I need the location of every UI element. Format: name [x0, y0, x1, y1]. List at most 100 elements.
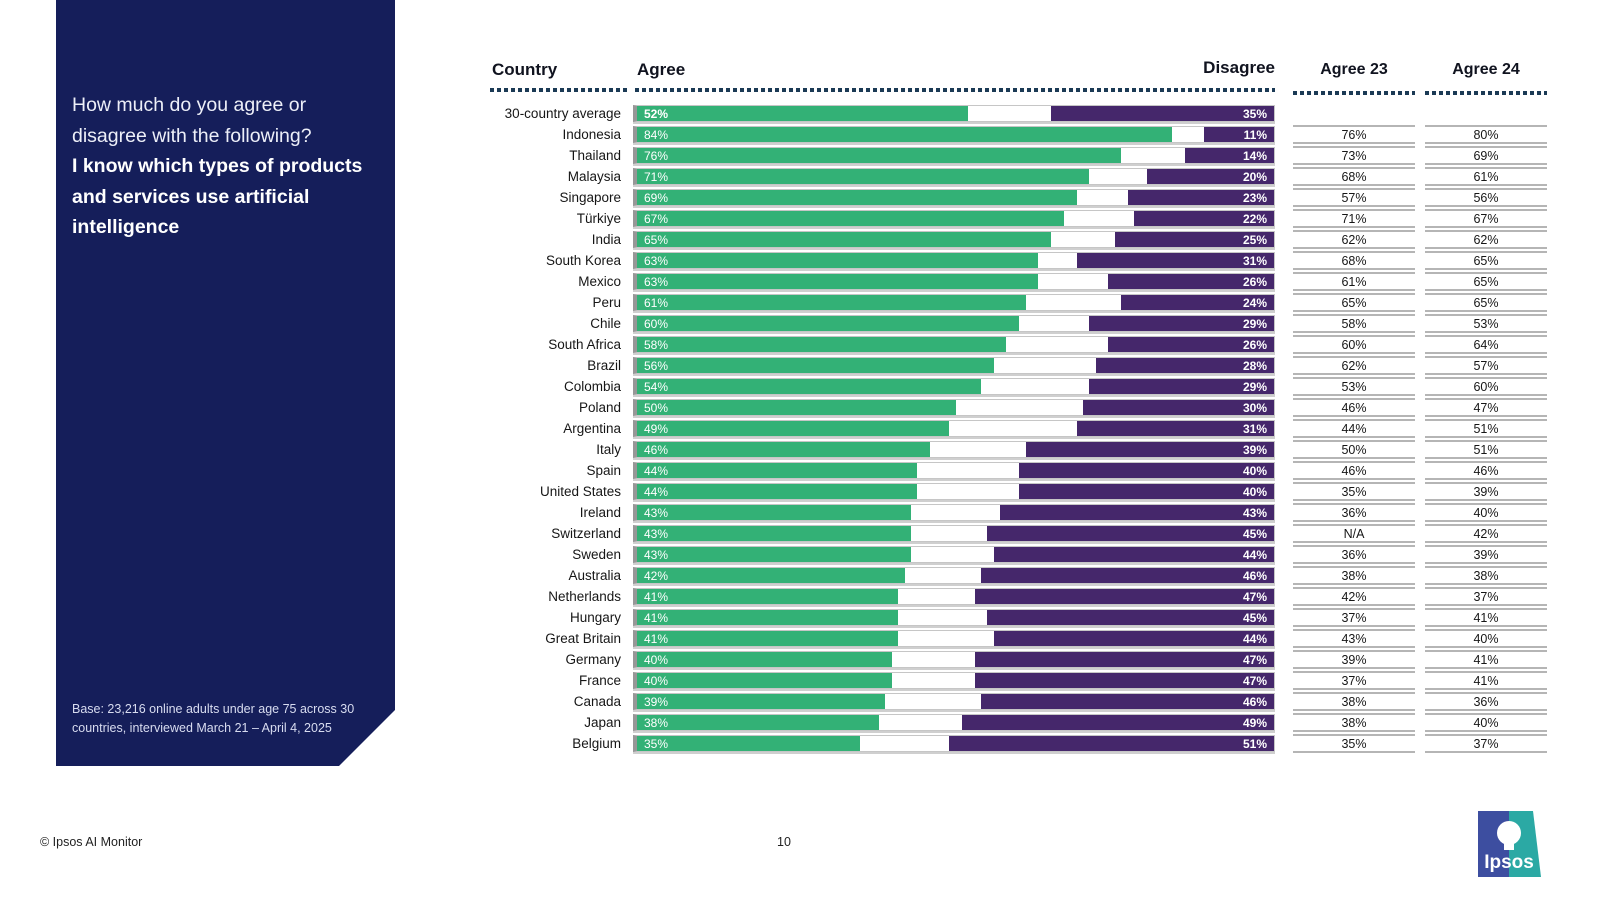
agree24-cell: 36%: [1425, 692, 1547, 711]
bar-track: 43% 44%: [633, 546, 1275, 563]
country-label: Thailand: [569, 148, 621, 163]
agree-bar: 60%: [637, 316, 1020, 331]
country-label: Sweden: [572, 547, 621, 562]
bar-track: 63% 26%: [633, 273, 1275, 290]
agree-bar: 65%: [637, 232, 1052, 247]
disagree-bar: 30%: [1082, 400, 1274, 415]
agree-bar: 58%: [637, 337, 1007, 352]
question-intro: How much do you agree or disagree with t…: [72, 94, 312, 147]
table-row: Malaysia 71% 20% 68% 61%: [456, 166, 1547, 187]
disagree-value: 47%: [1242, 652, 1267, 667]
agree23-cell: 61%: [1293, 272, 1415, 291]
disagree-bar: 40%: [1019, 484, 1274, 499]
country-label: South Africa: [548, 337, 621, 352]
country-label: India: [591, 232, 621, 247]
agree23-cell: 57%: [1293, 188, 1415, 207]
disagree-bar: 44%: [993, 547, 1274, 562]
agree23-cell: [1293, 104, 1415, 123]
disagree-bar: 31%: [1076, 253, 1274, 268]
country-label: Peru: [592, 295, 621, 310]
agree-bar: 54%: [637, 379, 981, 394]
agree-bar: 38%: [637, 715, 880, 730]
disagree-bar: 45%: [987, 526, 1274, 541]
agree-bar: 43%: [637, 526, 911, 541]
agree-value: 84%: [644, 127, 669, 142]
agree-bar: 71%: [637, 169, 1090, 184]
dotted-divider-agree24: [1425, 91, 1547, 95]
agree24-cell: 40%: [1425, 713, 1547, 732]
agree-value: 58%: [644, 337, 669, 352]
agree-value: 61%: [644, 295, 669, 310]
disagree-value: 35%: [1242, 106, 1267, 121]
agree24-cell: 65%: [1425, 272, 1547, 291]
agree-value: 71%: [644, 169, 669, 184]
country-label: Japan: [584, 715, 621, 730]
agree-value: 39%: [644, 694, 669, 709]
agree-bar: 69%: [637, 190, 1077, 205]
disagree-value: 47%: [1242, 589, 1267, 604]
question-statement: I know which types of products and servi…: [72, 155, 363, 238]
agree-value: 43%: [644, 547, 669, 562]
disagree-bar: 47%: [974, 673, 1274, 688]
disagree-value: 14%: [1242, 148, 1267, 163]
disagree-bar: 25%: [1114, 232, 1274, 247]
column-header-disagree: Disagree: [1203, 58, 1275, 77]
agree23-cell: 35%: [1293, 734, 1415, 753]
agree24-cell: 41%: [1425, 608, 1547, 627]
disagree-value: 46%: [1242, 694, 1267, 709]
column-header-agree24: Agree 24: [1452, 61, 1520, 78]
agree23-cell: 76%: [1293, 125, 1415, 144]
table-row: Italy 46% 39% 50% 51%: [456, 439, 1547, 460]
disagree-bar: 29%: [1089, 379, 1274, 394]
table-row: Singapore 69% 23% 57% 56%: [456, 187, 1547, 208]
country-label: France: [578, 673, 621, 688]
bar-track: 63% 31%: [633, 252, 1275, 269]
disagree-value: 22%: [1242, 211, 1267, 226]
agree-bar: 41%: [637, 631, 899, 646]
agree23-cell: 35%: [1293, 482, 1415, 501]
bar-track: 56% 28%: [633, 357, 1275, 374]
agree-value: 40%: [644, 673, 669, 688]
bar-track: 69% 23%: [633, 189, 1275, 206]
table-row: Poland 50% 30% 46% 47%: [456, 397, 1547, 418]
table-row: Indonesia 84% 11% 76% 80%: [456, 124, 1547, 145]
agree-value: 50%: [644, 400, 669, 415]
agree-bar: 42%: [637, 568, 905, 583]
agree-bar: 43%: [637, 547, 911, 562]
agree-value: 41%: [644, 610, 669, 625]
agree24-cell: 69%: [1425, 146, 1547, 165]
agree-bar: 39%: [637, 694, 886, 709]
agree24-cell: 39%: [1425, 545, 1547, 564]
disagree-bar: 28%: [1095, 358, 1274, 373]
disagree-value: 30%: [1242, 400, 1267, 415]
country-label: Colombia: [563, 379, 621, 394]
agree24-cell: 51%: [1425, 419, 1547, 438]
country-label: Canada: [573, 694, 621, 709]
disagree-value: 28%: [1242, 358, 1267, 373]
agree23-cell: 46%: [1293, 398, 1415, 417]
table-row: Brazil 56% 28% 62% 57%: [456, 355, 1547, 376]
disagree-value: 29%: [1242, 379, 1267, 394]
agree-bar: 52%: [637, 106, 969, 121]
agree-bar: 44%: [637, 463, 918, 478]
agree24-cell: 39%: [1425, 482, 1547, 501]
bar-track: 35% 51%: [633, 735, 1275, 752]
bar-track: 42% 46%: [633, 567, 1275, 584]
agree23-cell: 62%: [1293, 230, 1415, 249]
agree23-cell: N/A: [1293, 524, 1415, 543]
dotted-divider-bars: [635, 88, 1275, 92]
agree24-cell: 41%: [1425, 650, 1547, 669]
agree24-cell: 80%: [1425, 125, 1547, 144]
agree-bar: 84%: [637, 127, 1173, 142]
agree-value: 43%: [644, 505, 669, 520]
agree23-cell: 68%: [1293, 167, 1415, 186]
disagree-value: 31%: [1242, 253, 1267, 268]
agree-value: 40%: [644, 652, 669, 667]
country-label: Ireland: [579, 505, 621, 520]
disagree-value: 23%: [1242, 190, 1267, 205]
bar-track: 40% 47%: [633, 651, 1275, 668]
agree-bar: 63%: [637, 274, 1039, 289]
country-label: Spain: [586, 463, 621, 478]
agree23-cell: 39%: [1293, 650, 1415, 669]
bar-track: 41% 47%: [633, 588, 1275, 605]
